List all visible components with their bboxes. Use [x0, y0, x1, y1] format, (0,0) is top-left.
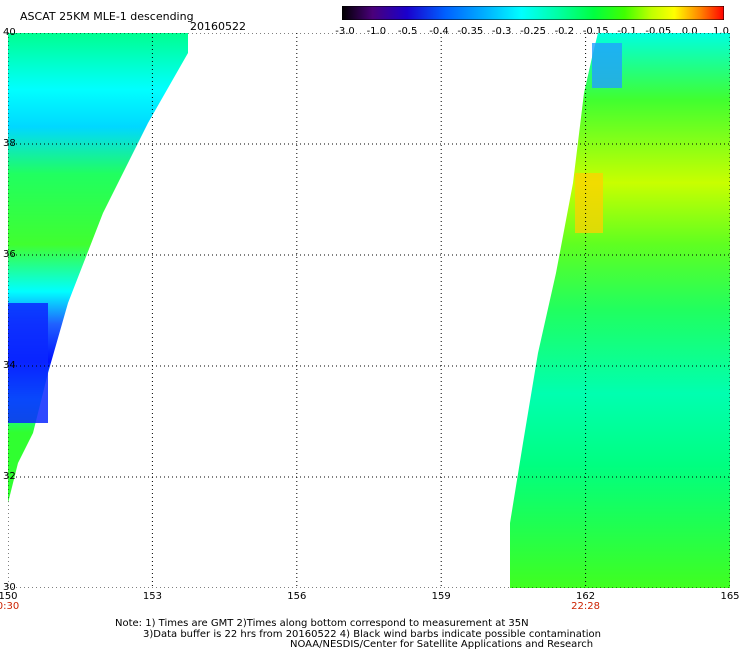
lon-label: 159 [431, 591, 451, 602]
colorbar-tick-label: -0.3 [491, 26, 512, 37]
pass-time-label: 0:30 [0, 601, 20, 612]
colorbar-tick-label: -0.4 [429, 26, 449, 37]
lat-label: 38 [3, 138, 16, 149]
lon-label: 165 [720, 591, 740, 602]
note-line-2: 3)Data buffer is 22 hrs from 20160522 4)… [143, 629, 601, 640]
colorbar-tick-label: -0.5 [397, 26, 418, 37]
colorbar-tick-label: -0.2 [554, 26, 575, 37]
colorbar-tick-label: 1.0 [713, 26, 729, 37]
colorbar-tick-label: -0.05 [645, 26, 672, 37]
colorbar [342, 6, 724, 20]
lat-label: 30 [3, 582, 16, 593]
colorbar-tick-label: -3.0 [335, 26, 355, 37]
lon-label: 156 [287, 591, 307, 602]
east-swath-high-patch [575, 173, 603, 233]
note-line-1: Note: 1) Times are GMT 2)Times along bot… [115, 618, 529, 629]
note-line-3: NOAA/NESDIS/Center for Satellite Applica… [290, 639, 594, 650]
east-swath [510, 33, 730, 588]
lon-label: 162 [576, 591, 596, 602]
gridlines [8, 33, 730, 588]
colorbar-tick-label: -0.1 [617, 26, 637, 37]
east-swath-top-patch [592, 43, 622, 88]
colorbar-tick-label: -0.35 [457, 26, 484, 37]
lat-label: 36 [3, 249, 16, 260]
lon-label: 153 [142, 591, 162, 602]
colorbar-tick-label: -0.15 [582, 26, 609, 37]
colorbar-tick-label: -1.0 [366, 26, 387, 37]
swath-map [8, 33, 730, 588]
lat-label: 32 [3, 471, 16, 482]
colorbar-tick-label: -0.25 [520, 26, 546, 37]
colorbar-tick-label: 0.0 [681, 26, 698, 37]
west-swath-low-patch [8, 303, 48, 423]
lon-label: 150 [0, 591, 18, 602]
lat-label: 34 [3, 360, 16, 371]
map-title: ASCAT 25KM MLE-1 descending [20, 10, 194, 23]
west-swath [8, 33, 188, 503]
lat-label: 40 [3, 27, 16, 38]
map-date: 20160522 [190, 20, 246, 33]
pass-time-label: 22:28 [571, 601, 601, 612]
